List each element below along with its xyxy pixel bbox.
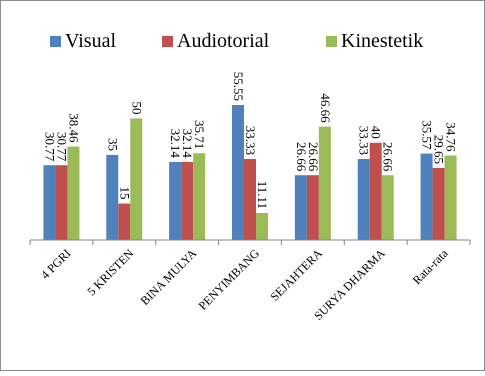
data-label-visual-5-kristen: 35 <box>105 138 120 151</box>
data-label-kinestetik-penyimbang: 11.11 <box>255 181 270 209</box>
bar-audiotorial-4-pgri <box>55 165 68 240</box>
data-label-kinestetik-surya-dharma: 26.66 <box>381 142 396 172</box>
data-label-audiotorial-sejahtera: 26.66 <box>306 142 321 172</box>
data-label-visual-sejahtera: 26.66 <box>294 142 309 172</box>
data-label-kinestetik-sejahtera: 46.66 <box>318 93 333 123</box>
bar-audiotorial-5-kristen <box>118 203 131 240</box>
bar-kinestetik-surya-dharma <box>381 175 394 240</box>
bar-kinestetik-sejahtera <box>318 126 331 240</box>
bar-audiotorial-bina-mulya <box>181 161 194 240</box>
data-label-visual-penyimbang: 55.55 <box>231 72 246 101</box>
data-label-audiotorial-rata-rata: 29.65 <box>432 135 447 164</box>
bar-audiotorial-sejahtera <box>306 175 319 240</box>
bar-audiotorial-surya-dharma <box>369 142 382 240</box>
data-label-audiotorial-bina-mulya: 32.14 <box>180 129 195 159</box>
bar-visual-rata-rata <box>420 153 433 240</box>
bar-kinestetik-5-kristen <box>130 118 143 240</box>
bar-visual-5-kristen <box>106 154 119 240</box>
data-label-audiotorial-penyimbang: 33.33 <box>243 126 258 155</box>
legend-swatch-kinestetik <box>326 36 337 47</box>
data-label-visual-bina-mulya: 32.14 <box>168 129 183 159</box>
bar-kinestetik-rata-rata <box>444 155 457 240</box>
data-label-audiotorial-5-kristen: 15 <box>117 187 132 200</box>
data-label-kinestetik-4-pgri: 38.46 <box>66 113 81 143</box>
legend-swatch-visual <box>50 36 61 47</box>
value-labels-group: 30.7730.7738.4635155032.1432.1435.7155.5… <box>42 72 458 209</box>
bar-kinestetik-bina-mulya <box>193 153 206 240</box>
bar-visual-bina-mulya <box>169 161 182 240</box>
data-label-audiotorial-surya-dharma: 40 <box>369 126 384 139</box>
legend-label-kinestetik: Kinestetik <box>341 30 423 52</box>
bar-audiotorial-penyimbang <box>244 159 256 240</box>
legend-label-visual: Visual <box>65 30 116 52</box>
bar-visual-penyimbang <box>232 105 244 240</box>
data-label-visual-surya-dharma: 33.33 <box>357 126 372 155</box>
bar-kinestetik-penyimbang <box>256 213 268 240</box>
x-axis-ticks <box>29 240 471 245</box>
bar-kinestetik-4-pgri <box>67 146 80 240</box>
bar-audiotorial-rata-rata <box>432 167 445 240</box>
bar-visual-sejahtera <box>294 175 307 240</box>
bar-visual-surya-dharma <box>357 159 370 240</box>
legend: Visual Audiotorial Kinestetik <box>50 30 423 52</box>
data-label-kinestetik-bina-mulya: 35.71 <box>192 120 207 149</box>
data-label-visual-rata-rata: 35.57 <box>420 120 435 150</box>
legend-label-audiotorial: Audiotorial <box>177 30 270 52</box>
data-label-kinestetik-rata-rata: 34.76 <box>444 122 459 152</box>
data-label-kinestetik-5-kristen: 50 <box>129 101 144 114</box>
data-label-audiotorial-4-pgri: 30.77 <box>54 132 69 162</box>
bar-visual-4-pgri <box>43 165 56 240</box>
bars-group <box>43 105 457 240</box>
legend-swatch-audiotorial <box>162 36 173 47</box>
data-label-visual-4-pgri: 30.77 <box>42 132 57 162</box>
